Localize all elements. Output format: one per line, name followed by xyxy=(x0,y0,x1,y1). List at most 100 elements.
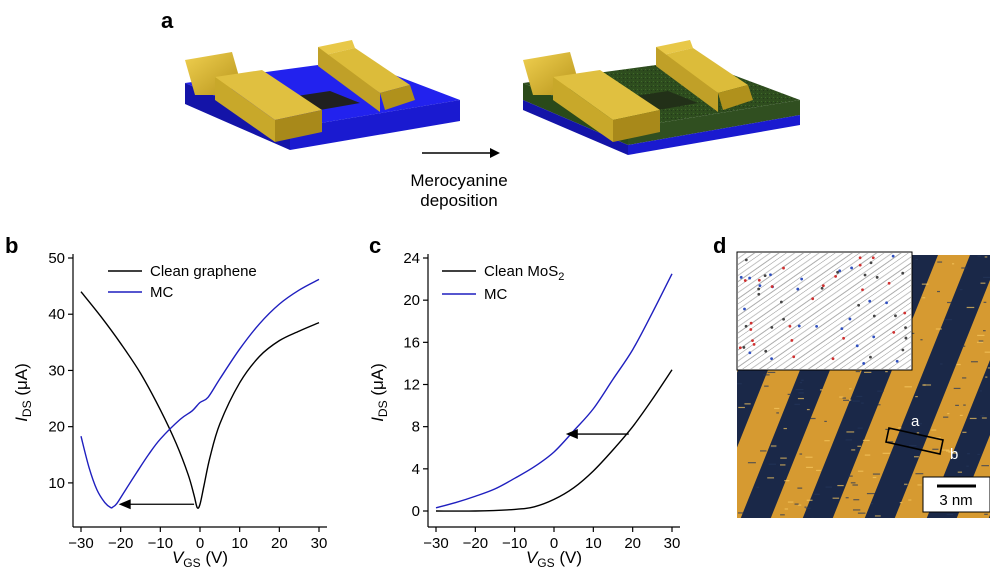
stm-speckle xyxy=(981,465,989,467)
stm-speckle xyxy=(962,377,967,379)
stm-speckle xyxy=(861,402,864,404)
molecule-atom xyxy=(904,336,908,340)
stm-speckle xyxy=(825,486,833,488)
stm-speckle xyxy=(856,395,863,398)
stm-speckle xyxy=(918,423,922,425)
x-tick-label: 30 xyxy=(664,535,681,552)
molecule-atom xyxy=(869,261,873,265)
stm-speckle xyxy=(849,388,852,390)
stm-speckle xyxy=(885,371,888,373)
panel-label-c: c xyxy=(369,233,382,258)
stm-speckle xyxy=(797,504,802,506)
stm-speckle xyxy=(783,427,787,430)
stm-speckle xyxy=(877,390,884,392)
stm-speckle xyxy=(961,267,968,269)
stm-speckle xyxy=(819,389,823,391)
stm-speckle xyxy=(768,463,777,465)
molecule-atom xyxy=(779,300,783,304)
stm-speckle xyxy=(764,385,769,387)
y-tick-label: 40 xyxy=(48,306,65,323)
molecule-atom xyxy=(739,275,743,279)
stm-speckle xyxy=(941,449,950,451)
molecule-atom xyxy=(821,284,825,288)
molecule-atom xyxy=(840,327,844,331)
molecule-atom xyxy=(868,299,872,303)
stm-speckle xyxy=(870,503,874,505)
y-tick-label: 10 xyxy=(48,475,65,492)
stm-speckle xyxy=(780,514,785,516)
stm-speckle xyxy=(908,444,917,447)
stm-speckle xyxy=(769,446,777,448)
stm-speckle xyxy=(966,465,969,467)
stm-speckle xyxy=(915,396,918,398)
molecule-atom xyxy=(855,344,859,348)
stm-speckle xyxy=(810,417,816,420)
stm-speckle xyxy=(774,407,780,410)
molecule-atom xyxy=(857,303,861,307)
stm-speckle xyxy=(932,448,939,450)
molecular-model-inset xyxy=(736,251,913,371)
molecule-atom xyxy=(834,274,838,278)
x-tick-label: 20 xyxy=(624,535,641,552)
stm-speckle xyxy=(969,417,977,420)
molecule-atom xyxy=(861,288,864,292)
stm-speckle xyxy=(887,441,894,443)
stm-marker-b: b xyxy=(950,446,958,463)
legend-label: Clean MoS2 xyxy=(484,263,564,283)
molecule-atom xyxy=(895,359,899,363)
stm-speckle xyxy=(948,451,955,453)
molecule-atom xyxy=(892,331,896,334)
stm-speckle xyxy=(799,382,803,384)
stm-speckle xyxy=(935,328,942,330)
stm-speckle xyxy=(767,477,775,479)
stm-speckle xyxy=(904,386,912,388)
molecule-atom xyxy=(770,325,774,329)
x-tick-label: 10 xyxy=(585,535,602,552)
stm-speckle xyxy=(804,506,807,508)
stm-speckle xyxy=(920,339,923,341)
stm-speckle xyxy=(943,416,949,418)
stm-speckle xyxy=(917,484,922,486)
x-tick-label: −10 xyxy=(148,535,173,552)
molecule-atom xyxy=(752,342,756,346)
stm-speckle xyxy=(946,513,954,516)
y-axis-label: IDS (μA) xyxy=(368,363,390,422)
chart-b: −30 −20 −10 0 10 20 30 10 20 30 40 50 VGS (V) IDS (μA… xyxy=(12,250,327,568)
stm-speckle xyxy=(852,484,858,486)
molecule-atom xyxy=(842,336,845,340)
stm-speckle xyxy=(797,397,804,400)
molecule-atom xyxy=(903,311,907,315)
stm-speckle xyxy=(903,484,907,487)
x-tick-label: −30 xyxy=(68,535,93,552)
molecule-atom xyxy=(744,258,748,262)
stm-speckle xyxy=(985,376,988,378)
stm-speckle xyxy=(877,404,881,406)
stm-speckle xyxy=(955,404,959,406)
stm-speckle xyxy=(798,392,804,394)
molecule-atom xyxy=(743,279,747,282)
stm-speckle xyxy=(983,301,987,303)
molecule-atom xyxy=(749,328,753,331)
stm-speckle xyxy=(931,429,937,431)
molecule-atom xyxy=(758,284,762,288)
stm-speckle xyxy=(851,449,856,451)
stm-speckle xyxy=(921,283,929,285)
molecule-atom xyxy=(885,301,888,305)
stm-speckle xyxy=(763,374,770,376)
stm-marker-a: a xyxy=(911,413,920,430)
stm-speckle xyxy=(824,440,830,442)
molecule-atom xyxy=(811,297,815,301)
stm-speckle xyxy=(857,427,863,429)
y-tick-label: 0 xyxy=(412,503,420,520)
molecule-atom xyxy=(871,256,875,260)
stm-speckle xyxy=(811,517,814,518)
stm-speckle xyxy=(874,515,881,517)
stm-speckle xyxy=(959,288,963,291)
shift-arrowhead xyxy=(118,499,131,510)
stm-speckle xyxy=(953,387,961,390)
stm-speckle xyxy=(744,403,751,405)
stm-speckle xyxy=(938,437,941,439)
y-tick-label: 30 xyxy=(48,362,65,379)
series-line-clean xyxy=(80,291,320,509)
